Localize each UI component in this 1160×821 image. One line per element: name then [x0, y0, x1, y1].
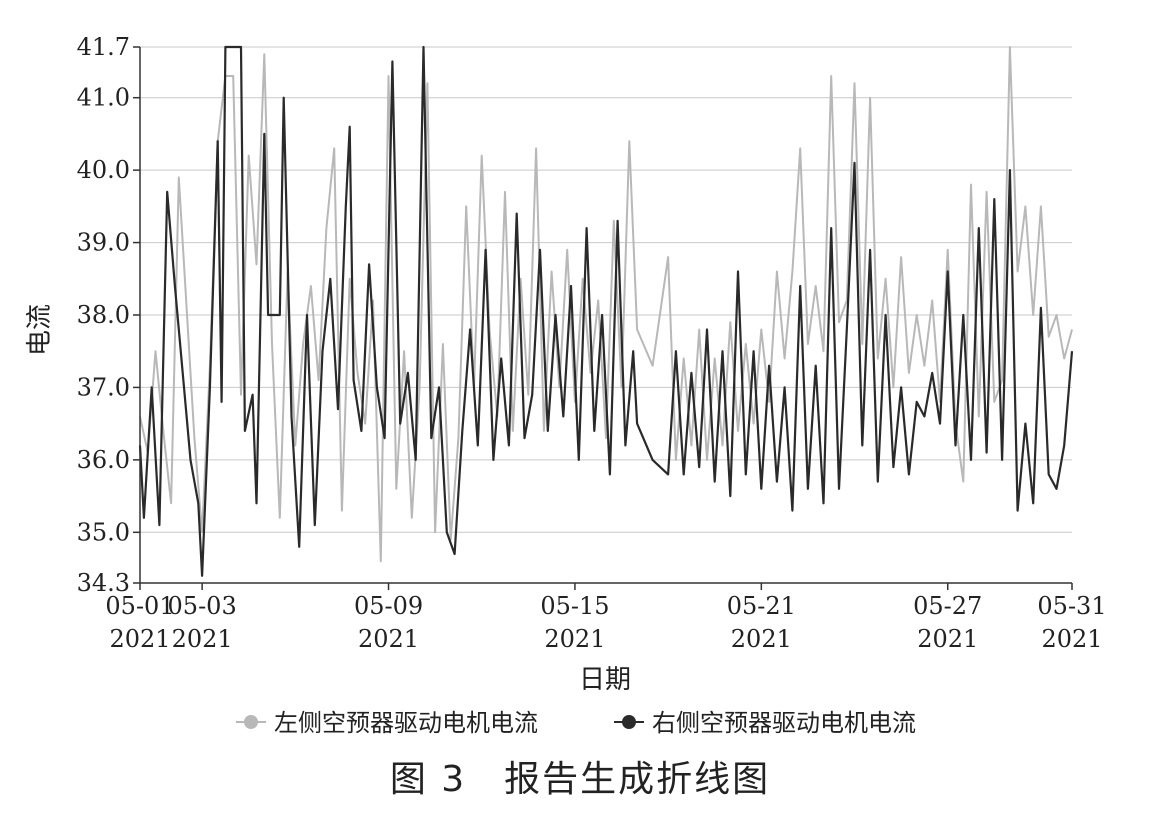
- series-layer: [138, 45, 1074, 577]
- series-line-right: [138, 45, 1074, 577]
- legend-marker-dot: [244, 715, 258, 729]
- x-tick-label: 05-27: [913, 592, 982, 620]
- y-tick-label: 36.0: [77, 446, 130, 474]
- x-axis-ticks: 05-01 2021 05-03 2021 05-09 2021 05-15 2021 05-2…: [105, 583, 1107, 653]
- x-tick-label: 05-31: [1037, 592, 1106, 620]
- x-tick-label: 05-01: [105, 592, 174, 620]
- legend-label: 左侧空预器驱动电机电流: [274, 709, 538, 737]
- x-tick-year-label: 2021: [544, 625, 605, 653]
- legend: 左侧空预器驱动电机电流 右侧空预器驱动电机电流: [236, 709, 916, 737]
- legend-item-left: 左侧空预器驱动电机电流: [236, 709, 538, 737]
- y-tick-label: 37.0: [77, 373, 130, 401]
- x-tick-label: 05-21: [727, 592, 796, 620]
- x-tick-year-label: 2021: [917, 625, 978, 653]
- x-tick-year-label: 2021: [109, 625, 170, 653]
- x-tick-year-label: 2021: [358, 625, 419, 653]
- y-tick-label: 35.0: [77, 518, 130, 546]
- y-axis-title: 电流: [25, 304, 55, 356]
- x-axis-title: 日期: [579, 665, 631, 695]
- x-tick-label: 05-09: [354, 592, 423, 620]
- y-tick-label: 41.7: [77, 33, 130, 61]
- y-tick-label: 39.0: [77, 229, 130, 257]
- x-tick-year-label: 2021: [1041, 625, 1102, 653]
- x-tick-year-label: 2021: [172, 625, 233, 653]
- line-chart: 34.3 35.0 36.0 37.0 38.0 39.0 40.0 41.0 41.7 05-…: [25, 33, 1107, 737]
- legend-label: 右侧空预器驱动电机电流: [652, 709, 916, 737]
- legend-item-right: 右侧空预器驱动电机电流: [614, 709, 916, 737]
- y-tick-label: 34.3: [77, 569, 130, 597]
- series-line-left: [139, 46, 1073, 563]
- x-tick-year-label: 2021: [731, 625, 792, 653]
- x-tick-label: 05-03: [168, 592, 237, 620]
- y-tick-label: 41.0: [77, 84, 130, 112]
- figure-caption: 图 3 报告生成折线图: [389, 759, 771, 800]
- y-axis-ticks: 34.3 35.0 36.0 37.0 38.0 39.0 40.0 41.0 41.7: [77, 33, 140, 597]
- legend-marker-dot: [622, 715, 636, 729]
- y-tick-label: 38.0: [77, 301, 130, 329]
- x-tick-label: 05-15: [540, 592, 609, 620]
- y-tick-label: 40.0: [77, 156, 130, 184]
